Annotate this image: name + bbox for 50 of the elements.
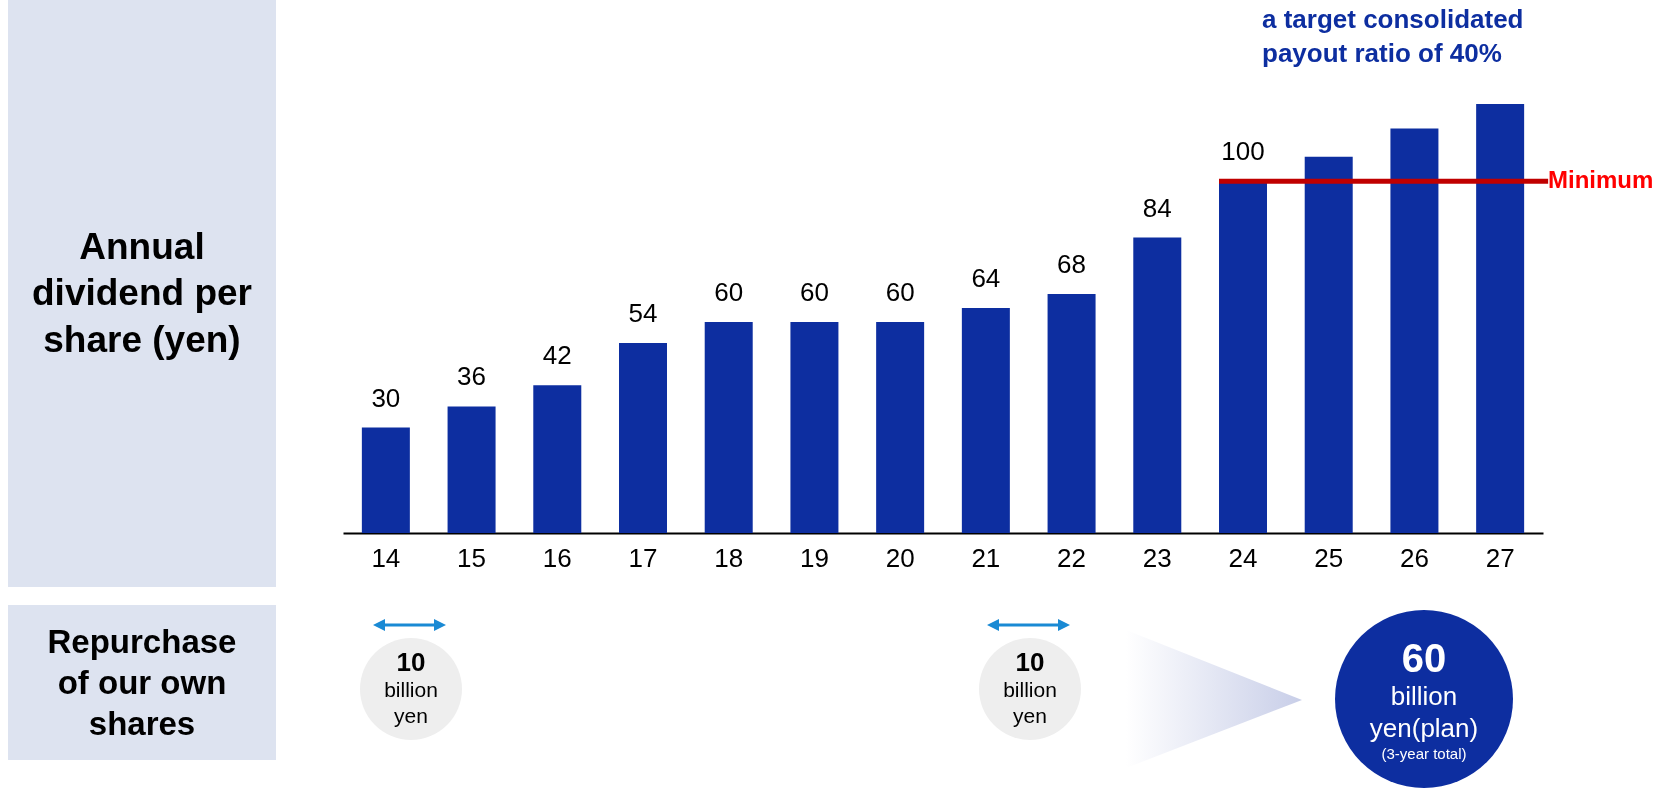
data-label: 42 xyxy=(542,340,572,371)
bar xyxy=(1133,237,1182,533)
x-tick-label: 20 xyxy=(885,542,915,573)
text: a target consolidated payout ratio of 40% xyxy=(1262,3,1525,71)
data-label: 36 xyxy=(457,361,487,392)
text: 10 xyxy=(1015,647,1045,678)
data-label: 100 xyxy=(1221,136,1265,167)
x-tick-label: 14 xyxy=(371,542,401,573)
data-label: 60 xyxy=(885,277,915,308)
bar xyxy=(961,307,1010,533)
bar xyxy=(704,322,753,533)
data-label: 54 xyxy=(628,298,658,329)
data-label: 84 xyxy=(1142,192,1172,223)
bar xyxy=(361,427,410,533)
text: 60 xyxy=(1401,635,1447,680)
bar xyxy=(1304,156,1353,533)
x-tick-label: 27 xyxy=(1485,542,1515,573)
bar xyxy=(790,322,839,533)
bar xyxy=(1476,104,1525,533)
ref-line-label: Minimum xyxy=(1548,166,1654,194)
x-tick-label: 15 xyxy=(457,542,487,573)
bar xyxy=(876,322,925,533)
text: Repurchase of our own shares xyxy=(8,605,276,760)
data-label: 60 xyxy=(714,277,744,308)
x-tick-label: 17 xyxy=(628,542,658,573)
bar xyxy=(1219,181,1267,533)
x-tick-label: 18 xyxy=(714,542,744,573)
text: 10 xyxy=(396,647,426,678)
x-tick-label: 22 xyxy=(1057,542,1087,573)
text: (3-year total) xyxy=(1381,744,1467,763)
bar xyxy=(619,343,667,533)
x-tick-label: 21 xyxy=(971,542,1001,573)
x-tick-label: 24 xyxy=(1228,542,1258,573)
data-label: 30 xyxy=(371,382,401,413)
x-tick-label: 26 xyxy=(1399,542,1429,573)
data-label: 60 xyxy=(799,277,829,308)
bar xyxy=(533,385,582,533)
text: billion yen(plan) xyxy=(1368,679,1480,745)
x-tick-label: 25 xyxy=(1314,542,1344,573)
x-tick-label: 19 xyxy=(799,542,829,573)
bar xyxy=(1390,128,1439,533)
x-tick-label: 16 xyxy=(542,542,572,573)
text: billion yen xyxy=(1002,677,1058,730)
bar xyxy=(447,406,496,533)
data-label: 64 xyxy=(971,262,1001,293)
data-label: 68 xyxy=(1057,248,1087,279)
y-axis-title: Annual dividend per share (yen) xyxy=(8,0,276,587)
bar xyxy=(1047,293,1096,533)
x-tick-label: 23 xyxy=(1142,542,1172,573)
text: billion yen xyxy=(383,677,439,730)
